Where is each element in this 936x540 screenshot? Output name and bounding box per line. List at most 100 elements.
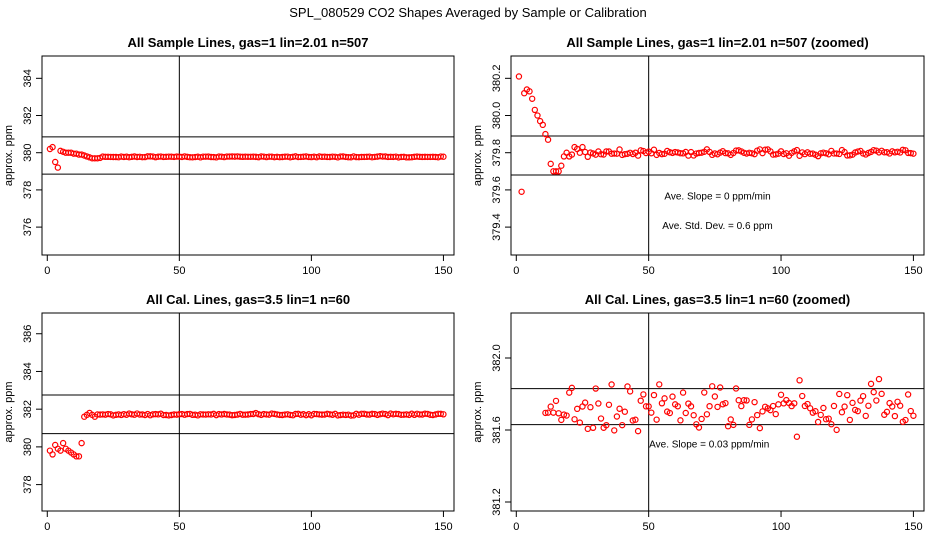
data-point <box>547 403 554 410</box>
data-point <box>730 421 737 429</box>
chart-panel-2: All Sample Lines, gas=1 lin=2.01 n=507 (… <box>472 35 925 277</box>
data-point <box>581 399 589 406</box>
plot-frame <box>510 55 925 256</box>
data-point <box>653 416 660 423</box>
data-point <box>894 148 901 155</box>
data-point <box>658 400 666 407</box>
data-point <box>793 146 801 154</box>
panel-title: All Sample Lines, gas=1 lin=2.01 n=507 (… <box>566 35 868 50</box>
x-tick-label: 100 <box>772 265 790 277</box>
data-point <box>902 416 909 424</box>
data-point <box>701 389 708 396</box>
data-point <box>751 398 758 406</box>
data-point <box>740 396 748 404</box>
data-point <box>859 392 867 400</box>
series-points <box>46 143 447 171</box>
data-point <box>542 130 549 138</box>
annotation-text: Ave. Std. Dev. = 0.6 ppm <box>662 221 773 232</box>
data-point <box>563 412 570 419</box>
data-point <box>661 395 668 402</box>
data-point <box>587 404 594 411</box>
y-tick-label: 382 <box>22 106 34 124</box>
x-tick-label: 0 <box>44 521 50 533</box>
data-point <box>896 402 904 409</box>
data-point <box>844 391 851 399</box>
data-point <box>738 402 745 410</box>
data-point <box>528 95 536 102</box>
data-point <box>735 397 742 404</box>
data-point <box>883 408 891 416</box>
data-point <box>732 385 740 392</box>
data-point <box>597 151 605 158</box>
figure-title: SPL_080529 CO2 Shapes Averaged by Sample… <box>289 5 647 20</box>
y-tick-label: 376 <box>22 218 34 236</box>
data-point <box>54 164 62 171</box>
y-tick-label: 380 <box>22 438 34 456</box>
data-point <box>648 409 655 416</box>
x-tick-label: 50 <box>173 265 185 277</box>
data-point <box>854 407 862 415</box>
data-point <box>579 143 586 151</box>
data-point <box>822 416 830 423</box>
data-point <box>714 403 721 411</box>
data-point <box>621 408 629 415</box>
x-tick-label: 100 <box>302 265 320 277</box>
data-point <box>49 451 56 458</box>
data-point <box>836 390 843 398</box>
data-point <box>814 418 822 426</box>
y-tick-label: 384 <box>22 362 34 380</box>
y-axis-label: approx. ppm <box>472 381 484 442</box>
data-point <box>75 453 83 460</box>
y-tick-label: 381.2 <box>491 488 503 516</box>
data-point <box>674 403 681 410</box>
chart-panel-3: All Cal. Lines, gas=3.5 lin=1 n=60 0 50 100… <box>3 292 455 533</box>
data-point <box>566 389 573 396</box>
data-point <box>573 405 581 413</box>
data-point <box>722 399 729 407</box>
data-point <box>796 377 803 384</box>
data-point <box>711 393 719 400</box>
data-point <box>846 152 854 159</box>
data-point <box>889 403 896 410</box>
x-tick-label: 0 <box>513 521 519 533</box>
data-point <box>870 388 877 396</box>
y-tick-label: 378 <box>22 475 34 493</box>
data-point <box>592 385 599 392</box>
data-point <box>642 403 650 410</box>
data-point <box>605 401 613 408</box>
data-point <box>862 412 869 420</box>
data-point <box>846 416 854 424</box>
data-point <box>820 404 827 412</box>
data-point <box>865 402 872 409</box>
plot-frame <box>41 312 455 512</box>
data-point <box>608 381 615 388</box>
data-point <box>618 421 626 429</box>
data-point <box>891 412 899 420</box>
data-point <box>57 447 64 454</box>
data-point <box>910 150 917 157</box>
annotation-text: Ave. Slope = 0.03 ppm/min <box>649 440 769 451</box>
data-point <box>576 149 584 156</box>
x-tick-label: 0 <box>513 265 519 277</box>
data-point <box>634 152 642 159</box>
data-point <box>716 384 724 391</box>
data-point <box>78 439 85 447</box>
data-point <box>817 411 824 419</box>
data-point <box>59 439 67 447</box>
data-point <box>539 121 546 129</box>
y-tick-label: 379.8 <box>491 139 503 167</box>
data-point <box>616 405 623 412</box>
data-point <box>746 421 753 429</box>
y-tick-label: 382.0 <box>491 344 503 372</box>
data-point <box>629 417 636 424</box>
data-point <box>544 136 552 143</box>
data-point <box>857 397 864 404</box>
data-point <box>709 383 716 390</box>
data-point <box>687 403 695 410</box>
data-point <box>873 397 880 404</box>
data-point <box>828 421 835 428</box>
data-point <box>552 168 560 175</box>
x-tick-label: 100 <box>772 521 790 533</box>
data-point <box>518 188 525 195</box>
